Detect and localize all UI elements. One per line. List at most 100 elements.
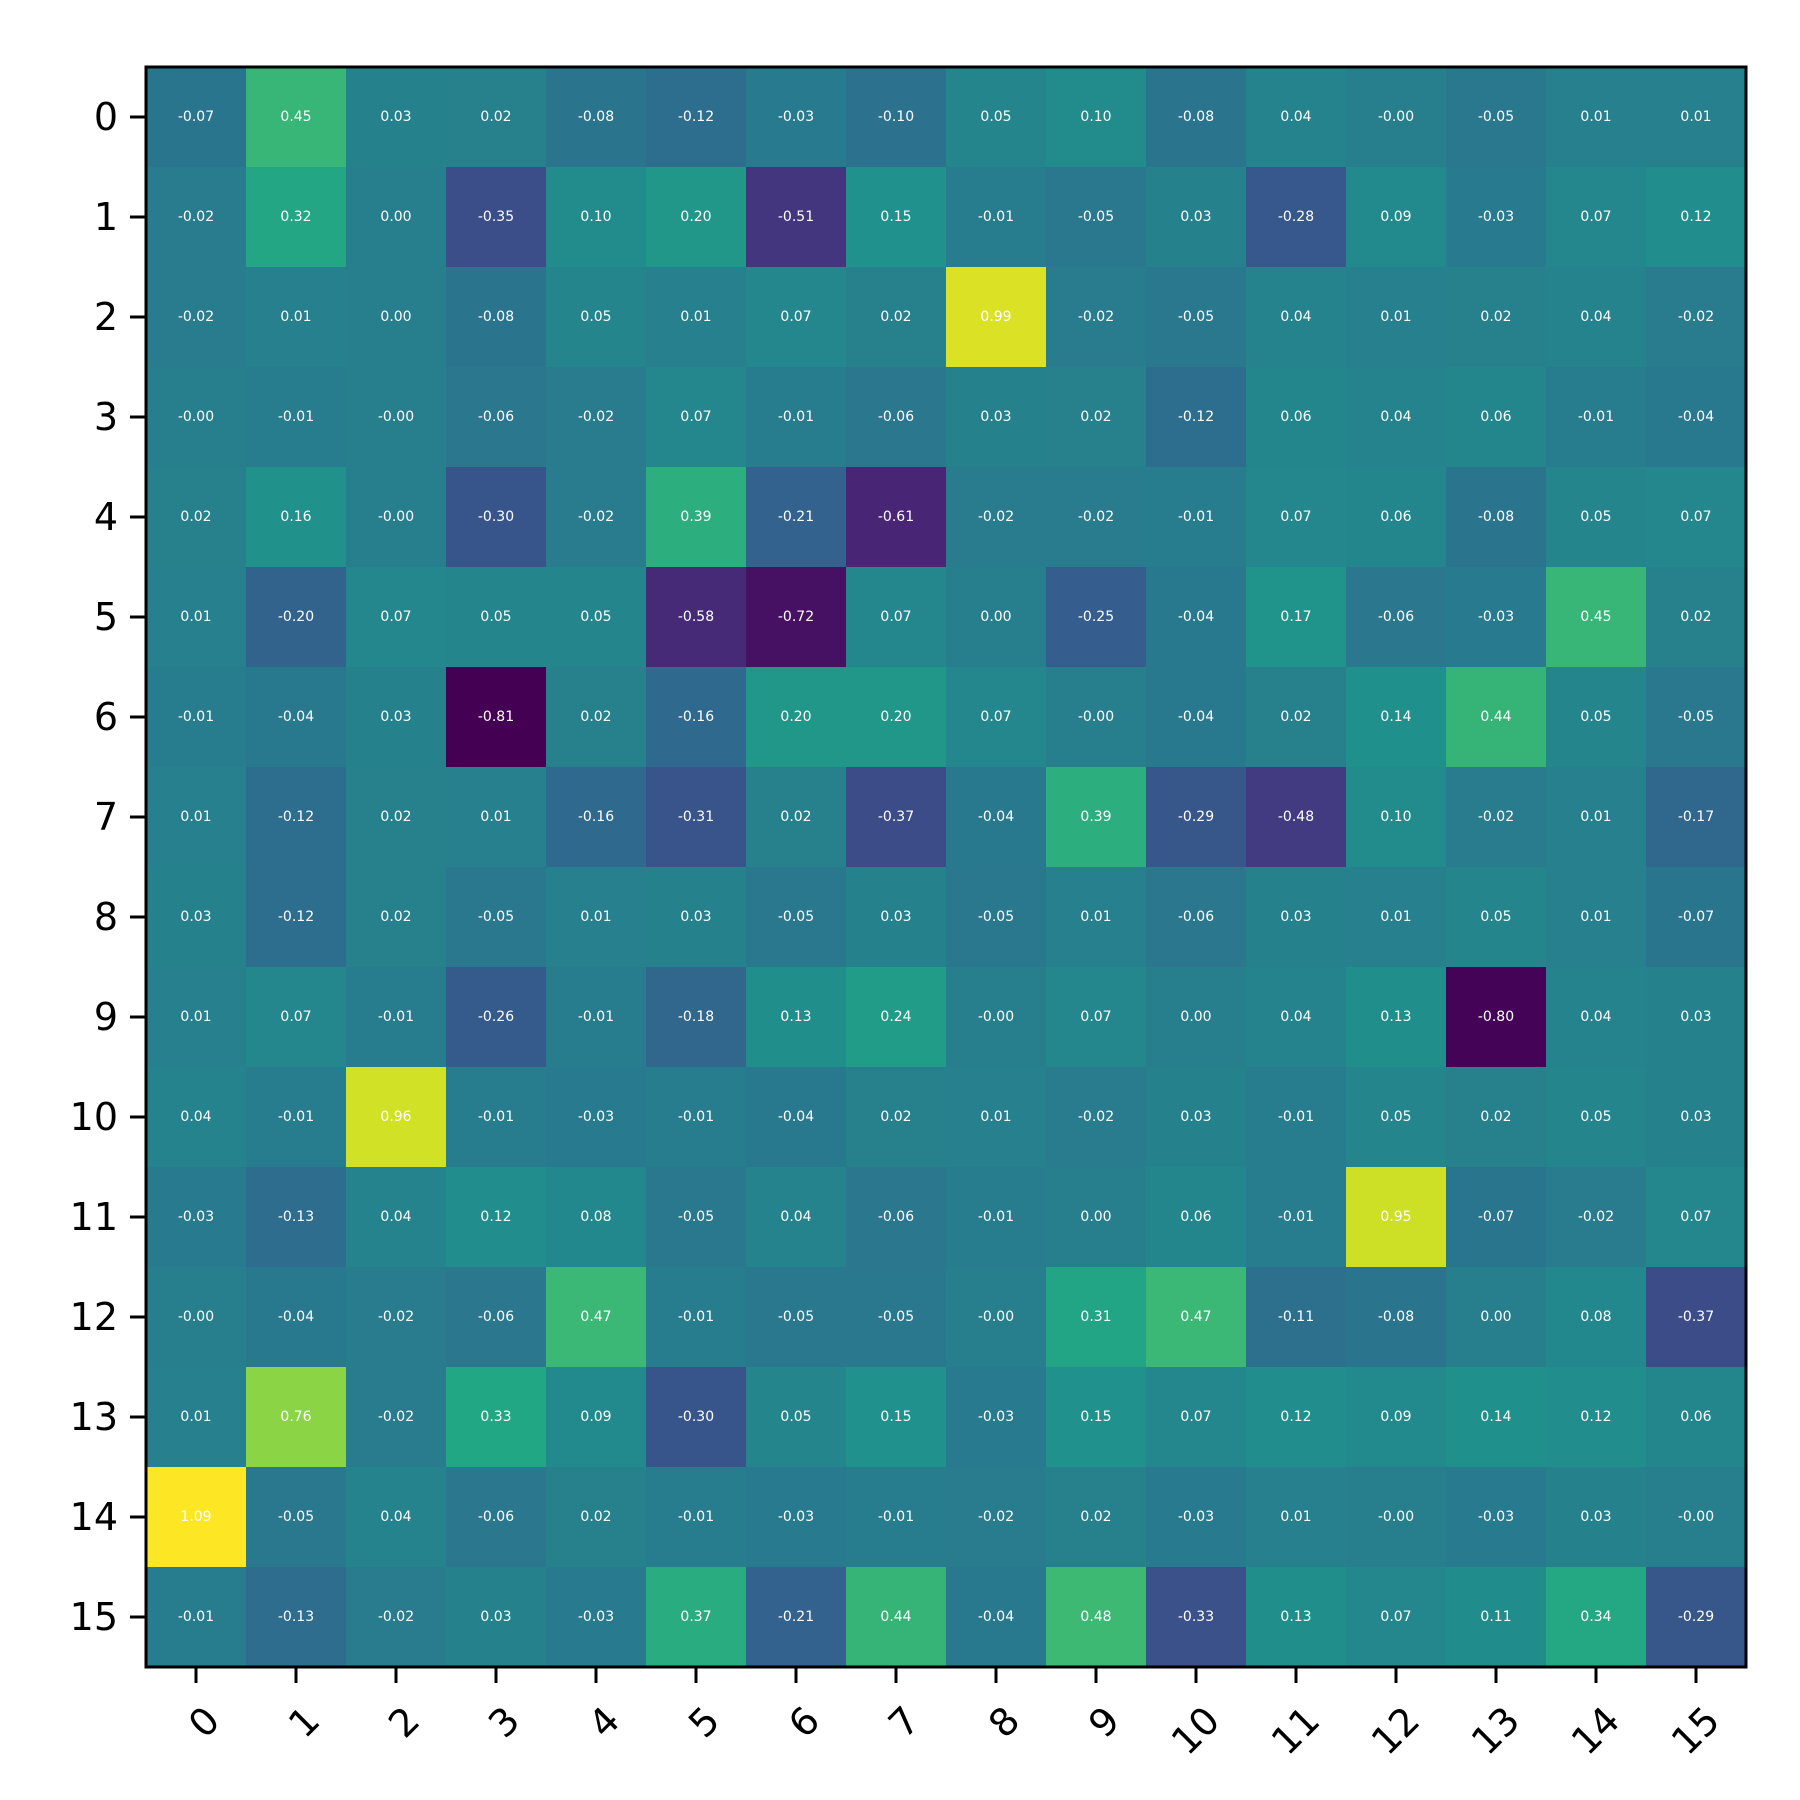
heatmap-cell-r7-c15 [1646, 767, 1747, 868]
x-tick-label-11: 11 [1263, 1698, 1328, 1763]
cell-value-label-r5-c5: -0.58 [678, 609, 714, 625]
heatmap-cell-r4-c1 [246, 467, 347, 568]
x-tick-label-13: 13 [1463, 1698, 1528, 1763]
heatmap-cell-r3-c7 [846, 367, 947, 468]
heatmap-cell-r15-c13 [1446, 1567, 1547, 1668]
heatmap-cell-r12-c4 [546, 1267, 647, 1368]
heatmap-cell-r9-c6 [746, 967, 847, 1068]
heatmap-cell-r6-c3 [446, 667, 547, 768]
cell-value-label-r7-c13: -0.02 [1478, 809, 1514, 825]
cell-value-label-r2-c3: -0.08 [478, 309, 514, 325]
cell-value-label-r4-c5: 0.39 [680, 509, 711, 525]
y-tick-label-9: 9 [94, 995, 118, 1039]
cell-value-label-r6-c15: -0.05 [1678, 709, 1714, 725]
cell-value-label-r2-c4: 0.05 [580, 309, 611, 325]
cell-value-label-r12-c8: -0.00 [978, 1309, 1014, 1325]
cell-value-label-r11-c1: -0.13 [278, 1209, 314, 1225]
cell-value-label-r10-c4: -0.03 [578, 1109, 614, 1125]
heatmap-cell-r14-c12 [1346, 1467, 1447, 1568]
heatmap-cell-r7-c3 [446, 767, 547, 868]
heatmap-cell-r13-c7 [846, 1367, 947, 1468]
heatmap-cell-r0-c7 [846, 67, 947, 168]
cell-value-label-r12-c10: 0.47 [1180, 1309, 1211, 1325]
cell-value-label-r9-c13: -0.80 [1478, 1009, 1514, 1025]
cell-value-label-r8-c1: -0.12 [278, 909, 314, 925]
heatmap-cell-r6-c14 [1546, 667, 1647, 768]
cell-value-label-r9-c6: 0.13 [780, 1009, 811, 1025]
heatmap-cell-r7-c8 [946, 767, 1047, 868]
y-tick-label-13: 13 [70, 1395, 118, 1439]
y-tick-label-12: 12 [70, 1295, 118, 1339]
x-axis: 0 1 2 3 4 5 6 7 8 9 10 11 12 13 14 15 [180, 1667, 1728, 1763]
x-tick-label-7: 7 [880, 1698, 928, 1746]
cell-value-label-r8-c4: 0.01 [580, 909, 611, 925]
cell-value-label-r11-c11: -0.01 [1278, 1209, 1314, 1225]
cell-value-label-r12-c15: -0.37 [1678, 1309, 1714, 1325]
heatmap-cell-r6-c0 [146, 667, 247, 768]
cell-value-label-r1-c6: -0.51 [778, 209, 814, 225]
cell-value-label-r4-c3: -0.30 [478, 509, 514, 525]
cell-value-label-r7-c0: 0.01 [180, 809, 211, 825]
cell-value-label-r4-c0: 0.02 [180, 509, 211, 525]
heatmap-cell-r0-c12 [1346, 67, 1447, 168]
heatmap-cell-r0-c10 [1146, 67, 1247, 168]
cell-value-label-r4-c1: 0.16 [280, 509, 311, 525]
heatmap-cell-r12-c12 [1346, 1267, 1447, 1368]
heatmap-cell-r5-c4 [546, 567, 647, 668]
heatmap-cell-r9-c4 [546, 967, 647, 1068]
cell-value-label-r6-c5: -0.16 [678, 709, 714, 725]
cell-value-label-r13-c14: 0.12 [1580, 1409, 1611, 1425]
heatmap-cell-r0-c5 [646, 67, 747, 168]
cell-value-label-r12-c1: -0.04 [278, 1309, 314, 1325]
heatmap-cell-r7-c7 [846, 767, 947, 868]
heatmap-cell-r13-c13 [1446, 1367, 1547, 1468]
heatmap-cell-r8-c2 [346, 867, 447, 968]
cell-value-label-r15-c11: 0.13 [1280, 1609, 1311, 1625]
heatmap-cell-r5-c11 [1246, 567, 1347, 668]
cell-value-label-r13-c13: 0.14 [1480, 1409, 1511, 1425]
cell-value-label-r13-c1: 0.76 [280, 1409, 311, 1425]
cell-value-label-r12-c5: -0.01 [678, 1309, 714, 1325]
heatmap-cell-r4-c5 [646, 467, 747, 568]
y-tick-label-0: 0 [94, 95, 118, 139]
heatmap-cell-r11-c1 [246, 1167, 347, 1268]
heatmap-cell-r12-c8 [946, 1267, 1047, 1368]
cell-value-label-r10-c13: 0.02 [1480, 1109, 1511, 1125]
cell-value-label-r1-c5: 0.20 [680, 209, 711, 225]
x-tick-label-15: 15 [1663, 1698, 1728, 1763]
x-tick-label-4: 4 [580, 1698, 628, 1746]
heatmap-cell-r3-c6 [746, 367, 847, 468]
cell-value-label-r4-c8: -0.02 [978, 509, 1014, 525]
cell-value-label-r1-c14: 0.07 [1580, 209, 1611, 225]
cell-value-label-r14-c5: -0.01 [678, 1509, 714, 1525]
heatmap-cell-r8-c0 [146, 867, 247, 968]
heatmap-cell-r3-c1 [246, 367, 347, 468]
heatmap-cell-r1-c5 [646, 167, 747, 268]
heatmap-cell-r8-c1 [246, 867, 347, 968]
heatmap-cell-r13-c14 [1546, 1367, 1647, 1468]
heatmap-cell-r7-c12 [1346, 767, 1447, 868]
heatmap-cell-r0-c2 [346, 67, 447, 168]
cell-value-label-r7-c3: 0.01 [480, 809, 511, 825]
cell-value-label-r5-c4: 0.05 [580, 609, 611, 625]
heatmap-cell-r15-c5 [646, 1567, 747, 1668]
cell-value-label-r6-c9: -0.00 [1078, 709, 1114, 725]
cell-value-label-r15-c3: 0.03 [480, 1609, 511, 1625]
heatmap-cell-r8-c14 [1546, 867, 1647, 968]
heatmap-cell-r2-c3 [446, 267, 547, 368]
heatmap-cell-r2-c6 [746, 267, 847, 368]
cell-value-label-r15-c6: -0.21 [778, 1609, 814, 1625]
cell-value-label-r14-c4: 0.02 [580, 1509, 611, 1525]
heatmap-cell-r2-c14 [1546, 267, 1647, 368]
heatmap-cell-r15-c6 [746, 1567, 847, 1668]
cell-value-label-r7-c7: -0.37 [878, 809, 914, 825]
cell-value-label-r6-c0: -0.01 [178, 709, 214, 725]
cell-value-label-r2-c6: 0.07 [780, 309, 811, 325]
cell-value-label-r11-c4: 0.08 [580, 1209, 611, 1225]
heatmap-cell-r8-c7 [846, 867, 947, 968]
cell-value-label-r4-c9: -0.02 [1078, 509, 1114, 525]
heatmap-cell-r2-c4 [546, 267, 647, 368]
heatmap-cell-r10-c8 [946, 1067, 1047, 1168]
heatmap-cell-r4-c9 [1046, 467, 1147, 568]
